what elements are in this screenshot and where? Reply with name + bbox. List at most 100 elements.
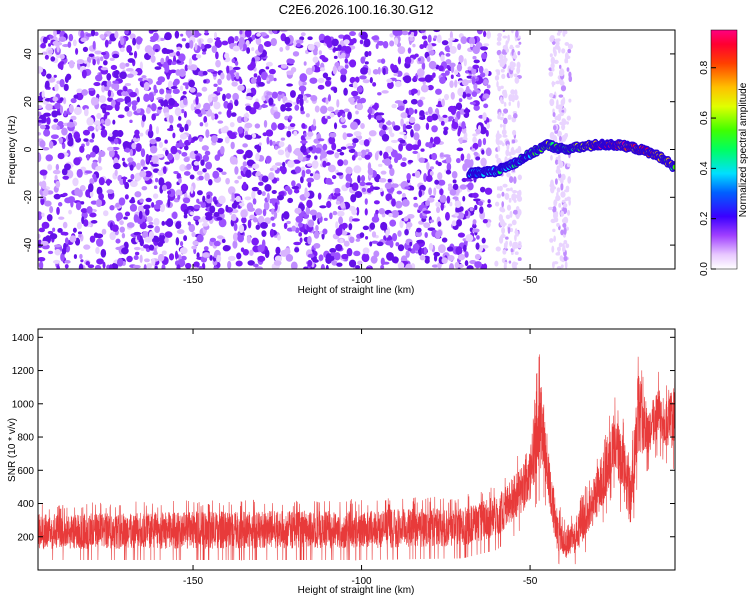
noise-blob [438,65,444,72]
noise-blob [553,211,558,220]
noise-blob [299,237,303,243]
noise-blob [562,223,567,228]
noise-blob [406,173,411,181]
noise-blob [266,91,273,96]
noise-blob [481,149,485,155]
noise-blob [329,212,333,220]
noise-blob [353,130,362,137]
noise-blob [179,133,188,140]
noise-blob [168,114,174,124]
noise-blob [397,56,402,65]
noise-blob [221,40,229,46]
noise-blob [54,102,61,110]
noise-blob [562,216,569,224]
noise-blob [216,217,223,221]
noise-blob [456,63,463,72]
noise-blob [483,263,488,269]
noise-blob [192,240,199,246]
noise-blob [62,175,70,180]
noise-blob [222,245,231,252]
noise-blob [355,265,361,269]
noise-blob [499,123,503,128]
noise-blob [195,96,199,105]
noise-blob [152,193,159,199]
noise-blob [550,154,553,161]
noise-blob [360,31,368,40]
noise-blob [505,187,511,192]
noise-blob [449,62,456,68]
noise-blob [251,34,256,41]
noise-blob [182,197,191,204]
noise-blob [257,244,265,253]
y-tick-label: 1200 [12,366,35,377]
noise-blob [514,251,519,256]
noise-blob [52,227,56,232]
noise-blob [72,227,77,233]
noise-blob [176,46,182,51]
noise-blob [451,220,457,227]
noise-blob [57,202,63,207]
noise-blob [501,73,506,80]
noise-blob [381,133,390,142]
noise-blob [557,159,562,166]
noise-blob [380,221,388,231]
noise-blob [423,222,431,229]
noise-blob [142,166,148,170]
noise-blob [561,173,566,181]
noise-blob [497,145,501,152]
noise-blob [444,70,450,76]
noise-blob [179,164,187,172]
noise-blob [517,100,520,109]
noise-blob [393,73,399,77]
noise-blob [198,39,202,48]
noise-blob [429,136,434,144]
noise-blob [501,112,505,117]
noise-blob [445,169,452,175]
noise-blob [38,227,46,233]
noise-blob [296,43,301,48]
noise-blob [335,200,340,205]
noise-blob [409,37,414,42]
noise-blob [364,61,369,65]
noise-blob [168,253,175,261]
noise-blob [344,64,349,69]
noise-blob [187,64,193,70]
noise-blob [263,201,270,211]
noise-blob [155,199,163,206]
noise-blob [38,66,43,74]
noise-blob [425,175,433,182]
noise-blob [112,80,119,84]
noise-blob [458,54,464,63]
noise-blob [552,206,557,213]
noise-blob [333,122,338,130]
noise-blob [167,153,174,161]
noise-blob [227,260,232,269]
noise-blob [360,175,366,183]
noise-blob [90,219,98,224]
noise-blob [299,213,307,217]
noise-blob [382,124,387,131]
y-tick-label: 200 [17,532,34,543]
noise-blob [507,34,510,42]
noise-blob [299,36,305,41]
noise-blob [517,195,523,202]
noise-blob [39,169,48,176]
noise-blob [89,212,97,218]
noise-blob [313,173,321,181]
noise-blob [203,246,209,251]
noise-blob [348,259,357,268]
noise-blob [498,214,504,222]
noise-blob [371,240,379,244]
noise-blob [195,54,202,59]
noise-blob [262,208,267,217]
noise-blob [516,61,521,69]
noise-blob [80,208,88,214]
colorbar-label: Normalized spectral amplitude [738,82,749,217]
noise-blob [79,185,86,192]
noise-blob [448,39,453,49]
noise-blob [185,84,189,90]
noise-blob [291,185,300,190]
noise-blob [217,87,223,92]
noise-blob [474,204,478,211]
noise-blob [214,31,218,39]
